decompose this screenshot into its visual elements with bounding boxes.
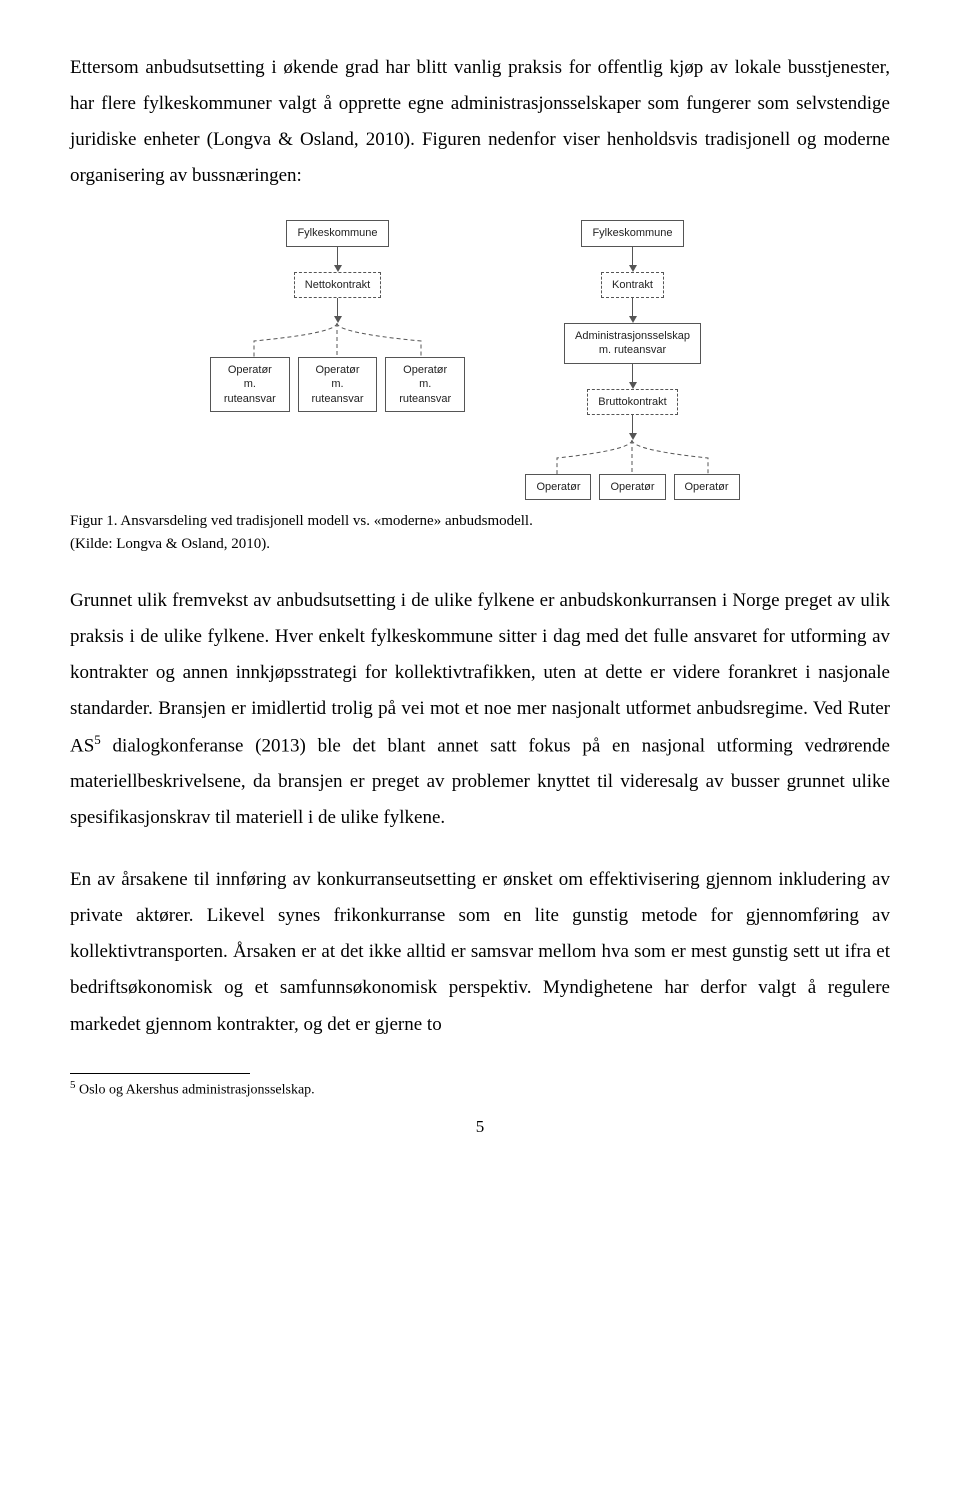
arrow-icon [629,364,637,389]
box-fylkeskommune-right: Fylkeskommune [581,220,683,246]
paragraph-1: Ettersom anbudsutsetting i økende grad h… [70,50,890,194]
box-operator-right-3: Operatør [674,474,740,500]
paragraph-2: Grunnet ulik fremvekst av anbudsutsettin… [70,583,890,836]
arrow-icon [334,247,342,272]
arrow-icon [629,247,637,272]
box-admin: Administrasjonsselskap m. ruteansvar [564,323,701,364]
diagram-container: Fylkeskommune Nettokontrakt Operatør m. … [70,220,890,500]
operator-row-left: Operatør m. ruteansvar Operatør m. rutea… [210,357,465,412]
p2-part-b: dialogkonferanse (2013) ble det blant an… [70,735,890,828]
box-operator-left-1: Operatør m. ruteansvar [210,357,290,412]
arrow-icon [629,298,637,323]
caption-source: (Kilde: Longva & Osland, 2010). [70,536,270,552]
diagram-left-column: Fylkeskommune Nettokontrakt Operatør m. … [210,220,465,500]
operator-row-right: Operatør Operatør Operatør [525,474,739,500]
footnote: 5 Oslo og Akershus administrasjonsselska… [70,1078,890,1100]
diagram-right-column: Fylkeskommune Kontrakt Administrasjonsse… [515,220,750,500]
box-operator-left-2: Operatør m. ruteansvar [298,357,378,412]
figure-caption: Figur 1. Ansvarsdeling ved tradisjonell … [70,510,890,555]
caption-lead: Figur 1. Ansvarsdeling ved tradisjonell … [70,513,533,529]
footnote-text: Oslo og Akershus administrasjonsselskap. [76,1082,315,1097]
box-bruttokontrakt: Bruttokontrakt [587,389,677,415]
p2-part-a: Grunnet ulik fremvekst av anbudsutsettin… [70,590,890,756]
page-number: 5 [70,1117,890,1137]
arrow-icon [629,415,637,440]
box-fylkeskommune-left: Fylkeskommune [286,220,388,246]
box-operator-left-3: Operatør m. ruteansvar [385,357,465,412]
footnote-divider [70,1073,250,1074]
fanout-left [210,323,465,357]
box-operator-right-2: Operatør [599,474,665,500]
paragraph-3: En av årsakene til innføring av konkurra… [70,862,890,1042]
org-diagram: Fylkeskommune Nettokontrakt Operatør m. … [210,220,750,500]
box-operator-right-1: Operatør [525,474,591,500]
arrow-icon [334,298,342,323]
box-nettokontrakt: Nettokontrakt [294,272,381,298]
box-kontrakt: Kontrakt [601,272,664,298]
page: Ettersom anbudsutsetting i økende grad h… [0,0,960,1177]
fanout-right [515,440,750,474]
